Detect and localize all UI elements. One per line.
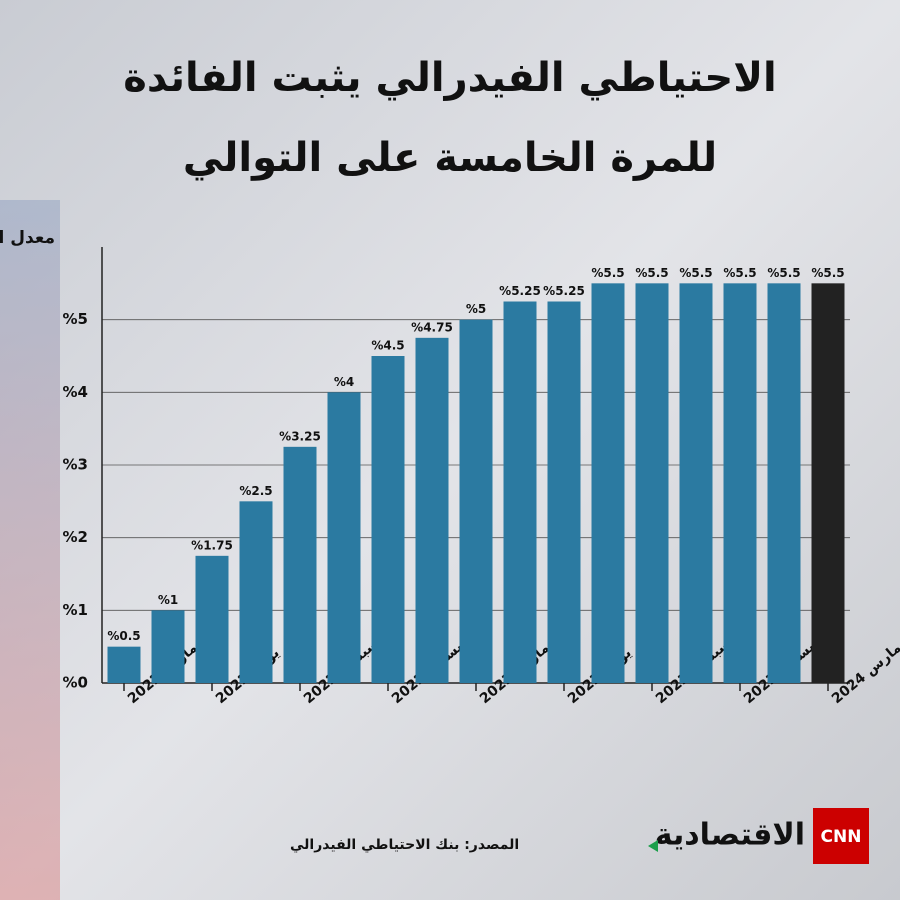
source: المصدر: بنك الاحتياطي الفيدرالي bbox=[290, 837, 519, 853]
value-label: %0.5 bbox=[107, 629, 140, 643]
value-label: %5.25 bbox=[543, 284, 585, 298]
value-label: %4 bbox=[334, 375, 354, 389]
y-tick-label: %3 bbox=[63, 456, 88, 474]
y-tick-label: %0 bbox=[63, 674, 88, 692]
y-axis-label: معدل الفائدة bbox=[0, 228, 55, 248]
bar bbox=[371, 356, 405, 683]
value-label: %5 bbox=[466, 302, 486, 316]
y-tick-label: %2 bbox=[63, 528, 88, 546]
bar bbox=[635, 283, 669, 683]
bar bbox=[459, 319, 493, 683]
bar bbox=[591, 283, 625, 683]
y-tick-label: %5 bbox=[63, 310, 88, 328]
value-label: %5.5 bbox=[591, 266, 624, 280]
logo-cnn: CNN bbox=[821, 827, 862, 847]
value-label: %5.5 bbox=[723, 266, 756, 280]
value-label: %5.5 bbox=[767, 266, 800, 280]
y-tick-label: %4 bbox=[63, 383, 88, 401]
value-label: %3.25 bbox=[279, 429, 321, 443]
value-label: %5.5 bbox=[679, 266, 712, 280]
chart-title: الاحتياطي الفيدرالي يثبت الفائدة bbox=[123, 55, 776, 101]
y-tick-label: %1 bbox=[63, 601, 88, 619]
bar bbox=[503, 301, 537, 683]
bar bbox=[811, 283, 845, 683]
bar bbox=[327, 392, 361, 683]
background-flag bbox=[0, 200, 60, 900]
logo-brand: الاقتصادية bbox=[655, 818, 805, 853]
value-label: %5.25 bbox=[499, 284, 541, 298]
bar bbox=[283, 446, 317, 683]
value-label: %1 bbox=[158, 593, 178, 607]
bar bbox=[679, 283, 713, 683]
bar bbox=[767, 283, 801, 683]
bar bbox=[239, 501, 273, 683]
value-label: %2.5 bbox=[239, 484, 272, 498]
bar bbox=[415, 337, 449, 683]
bar bbox=[547, 301, 581, 683]
value-label: %4.75 bbox=[411, 320, 453, 334]
value-label: %1.75 bbox=[191, 538, 233, 552]
bar bbox=[723, 283, 757, 683]
bar bbox=[195, 555, 229, 683]
logo-mark bbox=[648, 840, 658, 852]
bar bbox=[151, 610, 185, 683]
chart-title: للمرة الخامسة على التوالي bbox=[183, 135, 717, 181]
logo-box bbox=[813, 808, 869, 864]
value-label: %4.5 bbox=[371, 339, 404, 353]
bar bbox=[107, 646, 141, 683]
value-label: %5.5 bbox=[811, 266, 844, 280]
value-label: %5.5 bbox=[635, 266, 668, 280]
